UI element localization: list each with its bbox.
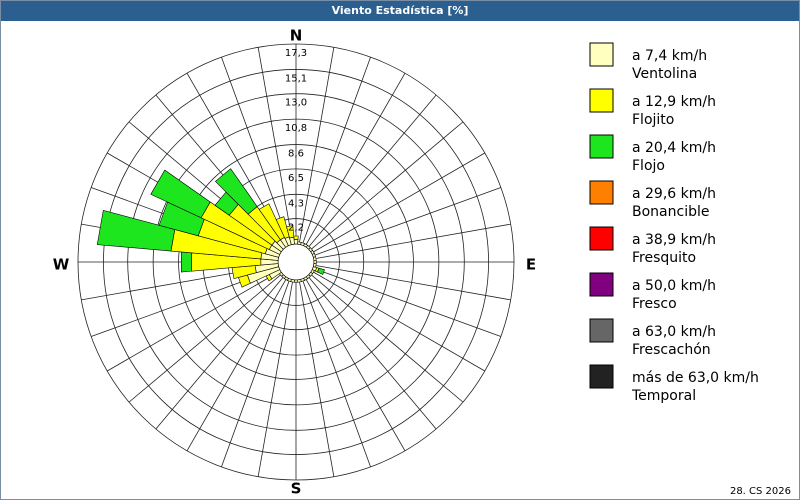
spoke bbox=[221, 57, 291, 246]
spoke bbox=[309, 121, 464, 251]
legend-label: más de 63,0 km/h bbox=[632, 370, 759, 386]
wind-wedge bbox=[275, 216, 290, 239]
wind-wedge bbox=[181, 251, 192, 273]
spoke bbox=[311, 270, 485, 372]
footer: 28. CS 2026 bbox=[730, 486, 791, 497]
legend-description: Fresquito bbox=[632, 250, 696, 266]
ring-label: 10,8 bbox=[285, 123, 307, 134]
spoke bbox=[221, 278, 291, 467]
ring-label: 13,0 bbox=[285, 98, 307, 109]
legend-label: a 50,0 km/h bbox=[632, 278, 716, 294]
legend-swatch bbox=[589, 42, 614, 67]
compass-label: E bbox=[526, 256, 536, 274]
wind-wedge bbox=[150, 170, 165, 195]
spoke bbox=[301, 57, 371, 246]
spoke bbox=[312, 187, 501, 257]
wind-wedge bbox=[96, 209, 176, 252]
legend-swatch bbox=[589, 226, 614, 251]
spoke bbox=[257, 279, 294, 477]
wind-wedge bbox=[317, 267, 325, 275]
legend-swatch bbox=[589, 134, 614, 159]
legend-description: Flojito bbox=[632, 112, 674, 128]
wind-wedge bbox=[150, 169, 211, 219]
legend-description: Temporal bbox=[631, 388, 696, 404]
spoke bbox=[301, 278, 371, 467]
legend-description: Ventolina bbox=[632, 66, 697, 82]
compass-label: W bbox=[53, 256, 70, 274]
title-bar bbox=[0, 0, 800, 21]
wind-wedge bbox=[313, 256, 317, 261]
ring-label: 17,3 bbox=[285, 48, 307, 59]
wind-wedge bbox=[214, 168, 258, 215]
wind-wedge bbox=[293, 279, 299, 283]
spoke bbox=[298, 47, 335, 245]
wind-wedge bbox=[313, 259, 317, 265]
wind-wedge bbox=[293, 235, 299, 240]
ring-label: 8,6 bbox=[288, 149, 304, 160]
spoke bbox=[186, 277, 288, 451]
ring-label: 6,5 bbox=[288, 173, 304, 184]
ring-label: 4,3 bbox=[288, 198, 304, 209]
compass-label: S bbox=[291, 480, 302, 498]
spoke bbox=[257, 47, 294, 245]
spoke bbox=[307, 94, 437, 249]
ring-label: 15,1 bbox=[285, 73, 307, 84]
wind-wedge bbox=[297, 279, 302, 283]
spoke bbox=[311, 152, 485, 254]
wind-wedge bbox=[286, 225, 295, 239]
legend-description: Flojo bbox=[632, 158, 665, 174]
spoke bbox=[307, 275, 437, 430]
legend-description: Bonancible bbox=[632, 204, 709, 220]
spoke bbox=[298, 279, 335, 477]
legend-swatch bbox=[589, 318, 614, 343]
chart-title: Viento Estadística [%] bbox=[332, 4, 469, 17]
spoke bbox=[304, 73, 406, 247]
spoke bbox=[304, 277, 406, 451]
legend-label: a 38,9 km/h bbox=[632, 232, 716, 248]
legend-label: a 7,4 km/h bbox=[632, 48, 707, 64]
legend-swatch bbox=[589, 272, 614, 297]
ring-label: 2,2 bbox=[288, 223, 304, 234]
legend-label: a 12,9 km/h bbox=[632, 94, 716, 110]
legend-label: a 63,0 km/h bbox=[632, 324, 716, 340]
spoke bbox=[309, 273, 464, 403]
compass-label: N bbox=[290, 27, 303, 45]
spoke bbox=[107, 270, 281, 372]
legend-label: a 20,4 km/h bbox=[632, 140, 716, 156]
spoke bbox=[128, 273, 283, 403]
legend-swatch bbox=[589, 180, 614, 205]
spoke bbox=[313, 223, 511, 260]
legend-swatch bbox=[589, 364, 614, 389]
legend-swatch bbox=[589, 88, 614, 113]
legend-description: Fresco bbox=[632, 296, 677, 312]
wind-wedge bbox=[258, 203, 285, 241]
legend-label: a 29,6 km/h bbox=[632, 186, 716, 202]
spoke bbox=[312, 267, 501, 337]
spoke bbox=[313, 264, 511, 301]
legend-description: Frescachón bbox=[632, 342, 711, 358]
spoke bbox=[155, 275, 285, 430]
